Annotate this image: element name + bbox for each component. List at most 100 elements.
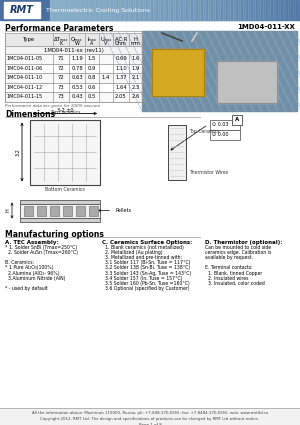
Bar: [89, 206, 98, 215]
Bar: [140, 0, 142, 20]
Bar: [24, 206, 33, 215]
Bar: [262, 0, 265, 20]
Text: Type: Type: [23, 37, 35, 42]
Bar: [37, 206, 46, 215]
Text: ⊙ 0.03: ⊙ 0.03: [212, 122, 229, 127]
Bar: [142, 31, 297, 111]
Bar: [235, 0, 238, 20]
Text: ⊙ 0.00: ⊙ 0.00: [212, 132, 229, 137]
Bar: [82, 0, 85, 20]
Bar: [217, 61, 277, 103]
Text: 1MC04-011-12: 1MC04-011-12: [7, 85, 43, 90]
Bar: [110, 0, 112, 20]
Text: * - used by default: * - used by default: [5, 286, 48, 291]
Bar: [5, 54, 142, 63]
Text: 3. Insulated, color coded: 3. Insulated, color coded: [205, 281, 265, 286]
Text: 3.4 Solder 157 (In, Tuse = 157°C): 3.4 Solder 157 (In, Tuse = 157°C): [102, 276, 182, 280]
Text: D. Thermistor (optional):: D. Thermistor (optional):: [205, 240, 283, 244]
Text: Pellets: Pellets: [99, 208, 131, 213]
Text: 1.6: 1.6: [131, 56, 140, 61]
Text: Performance data are given for 100% vacuum: Performance data are given for 100% vacu…: [5, 104, 100, 108]
Text: 3.6 Optional (specified by Customer): 3.6 Optional (specified by Customer): [102, 286, 190, 291]
Bar: [0, 408, 300, 425]
Bar: [155, 0, 158, 20]
Text: 72: 72: [58, 75, 64, 80]
Bar: [142, 0, 145, 20]
Bar: [285, 0, 288, 20]
Text: 0.43: 0.43: [71, 94, 83, 99]
Text: 3.3 Solder 143 (Sn-Ag, Tuse = 143°C): 3.3 Solder 143 (Sn-Ag, Tuse = 143°C): [102, 270, 191, 275]
Bar: [5, 33, 142, 46]
Bar: [90, 0, 93, 20]
Bar: [278, 0, 280, 20]
Text: 1.19: 1.19: [71, 56, 83, 61]
Bar: [75, 0, 78, 20]
Bar: [158, 0, 160, 20]
Text: 2.3: 2.3: [131, 85, 140, 90]
Bar: [0, 0, 300, 20]
Text: W: W: [75, 40, 80, 45]
Bar: [295, 0, 298, 20]
Text: 3.2 Solder 138 (Sn-Bi, Tuse = 138°C): 3.2 Solder 138 (Sn-Bi, Tuse = 138°C): [102, 265, 190, 270]
Bar: [175, 0, 178, 20]
Text: ceramics edge. Calibration is: ceramics edge. Calibration is: [205, 250, 272, 255]
Bar: [5, 73, 142, 82]
Bar: [122, 0, 125, 20]
Text: 0.9: 0.9: [88, 66, 96, 71]
Bar: [148, 0, 150, 20]
Text: 1MD04-011-XX: 1MD04-011-XX: [237, 24, 295, 30]
Bar: [125, 0, 128, 20]
Bar: [253, 0, 255, 20]
Text: 71: 71: [58, 56, 64, 61]
Bar: [152, 49, 204, 96]
Text: 3.2 ±0: 3.2 ±0: [57, 108, 73, 113]
Bar: [230, 0, 232, 20]
Bar: [185, 0, 188, 20]
Text: 3.1 Solder 117 (Bi-Sn, Tuse = 117°C): 3.1 Solder 117 (Bi-Sn, Tuse = 117°C): [102, 260, 190, 265]
Bar: [20, 218, 100, 221]
Text: A: A: [90, 40, 94, 45]
Text: 1.5: 1.5: [88, 56, 96, 61]
Bar: [160, 0, 163, 20]
Bar: [52, 0, 55, 20]
Text: Copyright 2012, RMT Ltd. The design and specifications of products can be change: Copyright 2012, RMT Ltd. The design and …: [40, 417, 260, 421]
Bar: [5, 92, 142, 102]
Bar: [280, 0, 283, 20]
Bar: [190, 0, 193, 20]
Text: 1.9: 1.9: [131, 66, 140, 71]
Bar: [178, 0, 180, 20]
Bar: [118, 0, 120, 20]
Bar: [238, 0, 240, 20]
Text: * 1 Pure Al₂O₃(100%): * 1 Pure Al₂O₃(100%): [5, 265, 54, 270]
Bar: [120, 0, 123, 20]
Text: 1MC04-011-15: 1MC04-011-15: [7, 94, 43, 99]
Text: K: K: [59, 40, 63, 45]
Text: 1.64: 1.64: [115, 85, 127, 90]
Text: Top Ceramics: Top Ceramics: [50, 110, 80, 114]
Bar: [242, 0, 245, 20]
Bar: [210, 0, 213, 20]
Text: Iₘₐₓ: Iₘₐₓ: [87, 37, 97, 42]
Bar: [287, 0, 290, 20]
Bar: [152, 49, 204, 96]
Text: available by request.: available by request.: [205, 255, 253, 260]
Text: V: V: [104, 40, 108, 45]
Bar: [65, 0, 68, 20]
Bar: [215, 0, 218, 20]
Text: 1MC04-011-06: 1MC04-011-06: [7, 66, 43, 71]
Bar: [50, 206, 59, 215]
Bar: [163, 0, 165, 20]
Text: ΔTₘₐₓ: ΔTₘₐₓ: [54, 37, 68, 42]
Bar: [210, 130, 240, 139]
Text: A: A: [235, 117, 239, 122]
Bar: [145, 0, 148, 20]
Bar: [73, 0, 75, 20]
Bar: [135, 0, 138, 20]
Bar: [210, 119, 240, 130]
Text: 1.4: 1.4: [102, 75, 110, 80]
Text: 1. Blank, tinned Copper: 1. Blank, tinned Copper: [205, 270, 262, 275]
Text: 1MD04-011-xx (rev11): 1MD04-011-xx (rev11): [44, 48, 104, 53]
Bar: [188, 0, 190, 20]
Bar: [227, 0, 230, 20]
Text: 2.6: 2.6: [131, 94, 140, 99]
